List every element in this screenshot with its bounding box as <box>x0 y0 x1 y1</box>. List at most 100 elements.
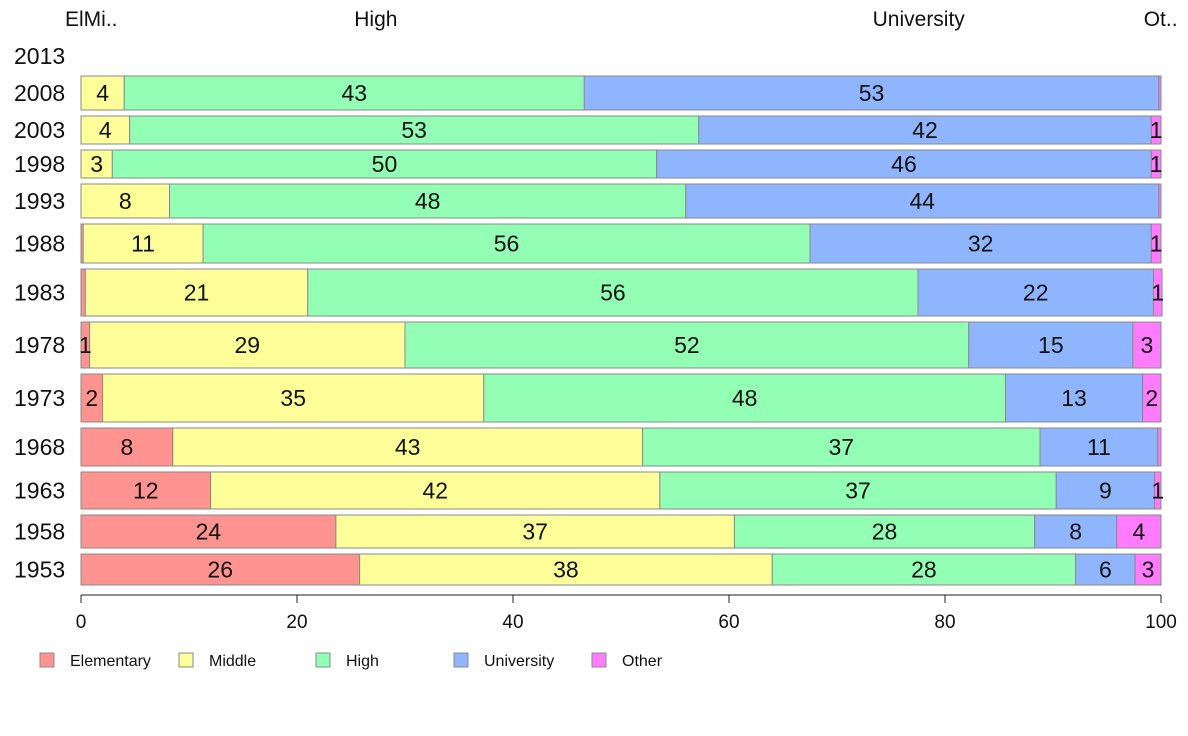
bar-segment-high <box>771 553 1077 586</box>
bar-value-label: 3 <box>1141 332 1154 358</box>
bar-segment-high <box>169 183 687 219</box>
bar-value-label: 53 <box>859 80 885 106</box>
bar-value-label: 42 <box>912 117 938 143</box>
bar-value-label: 1 <box>1150 151 1163 177</box>
y-tick-label: 1973 <box>14 385 65 411</box>
bar-value-label: 2 <box>1145 385 1158 411</box>
bar-segment-university <box>583 75 1160 111</box>
bar-value-label: 6 <box>1099 557 1112 583</box>
bar-value-label: 8 <box>121 434 134 460</box>
top-label: University <box>873 8 966 31</box>
legend-label: Other <box>622 653 663 670</box>
bar-segment-high <box>404 321 970 369</box>
bar-value-label: 42 <box>422 478 448 504</box>
bar-segment-university <box>1034 514 1118 549</box>
bar-value-label: 15 <box>1038 332 1064 358</box>
y-tick-label: 1963 <box>14 478 65 504</box>
bar-value-label: 43 <box>395 434 421 460</box>
bar-segment-middle <box>82 223 204 264</box>
bar-value-label: 8 <box>119 188 132 214</box>
bar-value-label: 11 <box>1087 434 1111 460</box>
bar-segment-high <box>659 471 1057 510</box>
bar-value-label: 28 <box>911 557 937 583</box>
bar-segment-other <box>1158 183 1162 219</box>
bar-value-label: 38 <box>553 557 579 583</box>
y-tick-label: 1978 <box>14 332 65 358</box>
bar-segment-middle <box>172 427 644 467</box>
bar-segment-other <box>1158 75 1162 111</box>
bar-value-label: 28 <box>872 519 898 545</box>
bar-segment-middle <box>80 149 113 179</box>
bar-value-label: 43 <box>341 80 367 106</box>
bar-value-label: 1 <box>1150 231 1163 257</box>
bar-segment-high <box>483 373 1006 423</box>
bar-value-label: 4 <box>96 80 109 106</box>
bar-segment-university <box>656 149 1152 179</box>
legend-label: High <box>346 653 379 670</box>
y-tick-label: 2013 <box>14 43 65 69</box>
bar-segment-middle <box>80 75 125 111</box>
bar-segment-elementary <box>80 471 212 510</box>
bar-segment-other <box>1132 321 1162 369</box>
legend-swatch-elementary <box>39 652 55 668</box>
top-label: High <box>354 8 397 31</box>
bar-segment-other <box>1154 471 1162 510</box>
legend: Elementary Middle High University Other <box>39 652 663 670</box>
bar-value-label: 29 <box>235 332 261 358</box>
bar-segment-university <box>809 223 1152 264</box>
legend-label: Middle <box>209 653 256 670</box>
bar-value-label: 1 <box>79 332 92 358</box>
bar-value-label: 21 <box>184 280 210 306</box>
bar-value-label: 13 <box>1061 385 1087 411</box>
bar-value-label: 32 <box>968 231 994 257</box>
bar-value-label: 8 <box>1069 519 1082 545</box>
top-label: ElMi.. <box>65 8 118 31</box>
bar-segment-high <box>123 75 585 111</box>
bar-segment-other <box>1150 223 1162 264</box>
bar-segment-high <box>129 115 700 145</box>
bar-value-label: 37 <box>522 519 548 545</box>
bar-value-label: 52 <box>674 332 700 358</box>
y-tick-label: 2003 <box>14 117 65 143</box>
bar-value-label: 26 <box>208 557 234 583</box>
bar-segment-other <box>1152 268 1163 317</box>
y-tick-label: 1983 <box>14 280 65 306</box>
bar-segment-middle <box>89 321 406 369</box>
bar-segment-other <box>1116 514 1162 549</box>
bar-segment-university <box>685 183 1160 219</box>
bar-segment-university <box>917 268 1154 317</box>
bar-segment-other <box>1142 373 1162 423</box>
bar-value-label: 1 <box>1151 478 1164 504</box>
top-labels: ElMi.. High University Ot.. <box>65 8 1178 31</box>
top-label: Ot.. <box>1144 8 1178 31</box>
bar-value-label: 11 <box>131 231 155 257</box>
y-tick-label: 2008 <box>14 80 65 106</box>
bar-segment-other <box>1150 149 1162 179</box>
legend-swatch-middle <box>178 652 194 668</box>
bar-value-label: 48 <box>732 385 758 411</box>
bar-value-label: 35 <box>280 385 306 411</box>
bar-value-label: 1 <box>1151 280 1164 306</box>
y-tick-label: 1993 <box>14 188 65 214</box>
x-tick-label: 40 <box>502 612 523 633</box>
bar-value-label: 56 <box>600 280 626 306</box>
x-axis: 0 20 40 60 80 100 <box>76 594 1177 633</box>
bar-value-label: 44 <box>910 188 936 214</box>
bar-segment-university <box>698 115 1152 145</box>
bar-value-label: 56 <box>494 231 520 257</box>
bar-value-label: 1 <box>1150 117 1163 143</box>
x-tick-label: 80 <box>934 612 955 633</box>
bar-value-label: 3 <box>90 151 103 177</box>
bar-value-label: 12 <box>133 478 159 504</box>
y-tick-label: 1998 <box>14 151 65 177</box>
bar-value-label: 48 <box>415 188 441 214</box>
bar-segment-high <box>733 514 1036 549</box>
bar-value-label: 3 <box>1142 557 1155 583</box>
bars <box>80 75 1163 586</box>
bar-value-label: 2 <box>85 385 98 411</box>
bar-segment-high <box>642 427 1041 467</box>
bar-segment-middle <box>335 514 735 549</box>
bar-segment-university <box>1075 553 1136 586</box>
bar-value-label: 37 <box>829 434 855 460</box>
x-tick-label: 0 <box>76 612 87 633</box>
